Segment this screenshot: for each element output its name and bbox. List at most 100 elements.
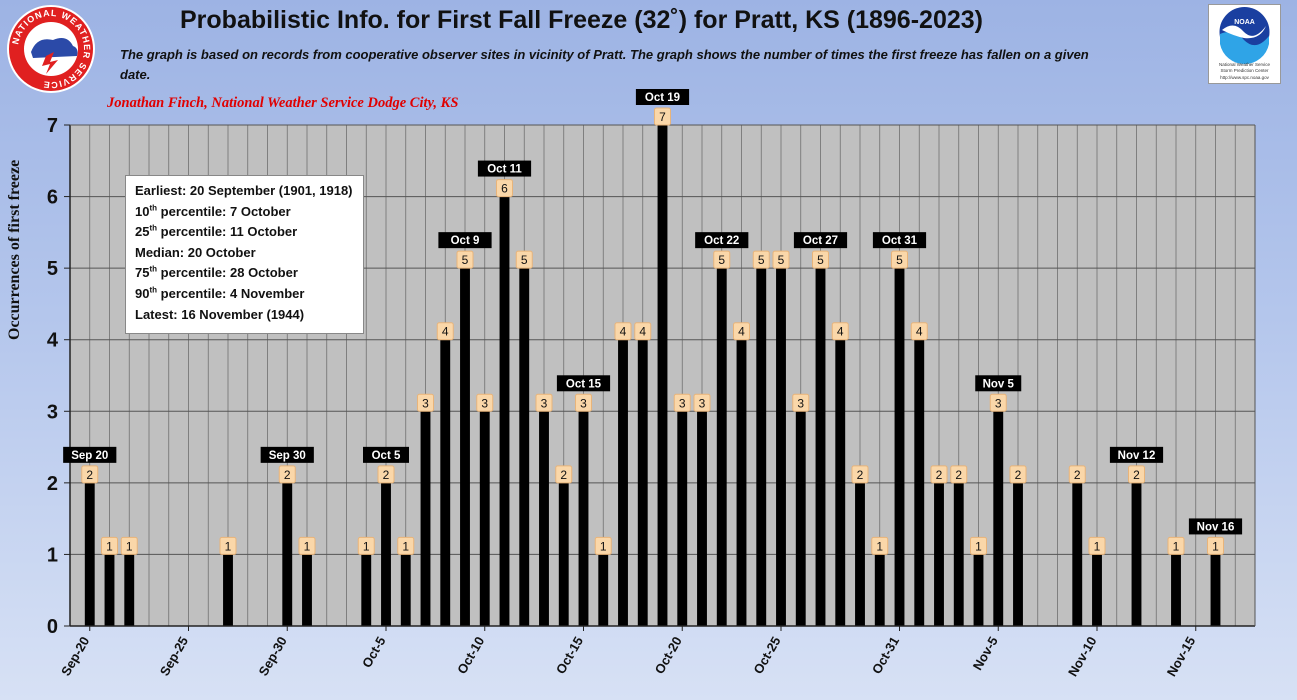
x-tick-label: Oct-31 (869, 634, 902, 677)
value-label: 5 (896, 253, 903, 267)
chart-title: Probabilistic Info. for First Fall Freez… (180, 6, 983, 34)
callout-box (438, 232, 492, 249)
bar (835, 339, 846, 626)
bar (361, 554, 372, 626)
x-tick-label: Nov-10 (1065, 634, 1100, 679)
value-label: 7 (659, 110, 666, 124)
bar (499, 196, 510, 627)
x-tick-label: Oct-25 (750, 634, 783, 677)
value-label-box (970, 536, 987, 555)
bar (1210, 554, 1221, 626)
value-label-box (891, 250, 908, 269)
value-label: 2 (383, 468, 390, 482)
callout-box (1109, 446, 1164, 463)
callout-label: Oct 15 (566, 378, 602, 390)
value-label: 5 (462, 253, 469, 267)
bar (539, 411, 549, 626)
callout-label: Nov 16 (1197, 521, 1235, 533)
bars-group (84, 125, 1221, 627)
noaa-caption-3: http://www.spc.noaa.gov (1220, 75, 1270, 80)
bar (973, 554, 984, 626)
value-label-box (673, 393, 691, 412)
callout-label: Nov 5 (983, 378, 1015, 390)
stats-box: Earliest: 20 September (1901, 1918) 10th… (125, 175, 364, 334)
bar (736, 339, 747, 626)
value-label: 1 (402, 539, 409, 553)
value-label-box (812, 250, 829, 269)
value-label: 5 (718, 253, 725, 267)
value-label: 6 (501, 182, 508, 196)
y-tick-labels: 0 1 2 3 4 5 6 7 (47, 115, 59, 638)
bar (460, 268, 470, 626)
bar (1092, 554, 1102, 626)
callout-label: Oct 27 (803, 235, 838, 247)
value-label-box (278, 465, 296, 484)
value-label-box (377, 465, 395, 484)
value-label-box (851, 465, 869, 484)
bar (697, 411, 707, 626)
value-label-box (634, 322, 652, 341)
bar (953, 482, 964, 626)
bar (519, 268, 530, 626)
bar (795, 411, 806, 626)
value-label: 3 (679, 396, 686, 410)
value-label: 4 (442, 325, 449, 339)
value-label-box (1088, 536, 1106, 555)
value-label: 2 (1074, 468, 1081, 482)
stat-latest: Latest: 16 November (1944) (135, 306, 305, 322)
chart-subtitle: The graph is based on records from coope… (120, 47, 1089, 82)
value-label: 1 (1212, 539, 1219, 553)
y-tick-label: 4 (47, 330, 59, 352)
value-label: 1 (600, 539, 607, 553)
x-tick-labels: Sep-20 Sep-25 Sep-30 Oct-5 Oct-10 Oct-15 Oct-2… (58, 626, 1198, 679)
value-label-box (950, 465, 968, 484)
noaa-caption-2: Storm Prediction Center (1220, 68, 1269, 73)
value-label: 2 (1133, 468, 1140, 482)
value-label: 3 (699, 396, 706, 410)
value-label: 1 (225, 539, 232, 553)
value-label-box (101, 536, 118, 555)
bar (302, 554, 312, 626)
callout-box (260, 446, 314, 463)
value-label: 1 (304, 539, 311, 553)
bar (894, 268, 905, 626)
callout-box (793, 232, 848, 249)
bar (993, 411, 1004, 626)
value-label-box (1009, 465, 1027, 484)
value-label: 1 (876, 539, 883, 553)
stat-p25: 25th percentile: 11 October (135, 223, 298, 240)
y-tick-label: 3 (47, 401, 58, 423)
value-label-box (713, 250, 731, 269)
value-label: 5 (521, 253, 528, 267)
x-tick-label: Oct-15 (553, 634, 586, 677)
value-label-box (120, 536, 138, 555)
bar (716, 268, 727, 626)
stat-median: Median: 20 October (135, 244, 256, 260)
value-label: 5 (778, 253, 785, 267)
bar (855, 482, 865, 626)
value-label-box (515, 250, 533, 269)
value-label-box (772, 250, 790, 269)
y-tick-label: 2 (47, 473, 58, 495)
bar (558, 482, 569, 626)
value-label: 2 (86, 468, 93, 482)
value-label: 1 (126, 539, 133, 553)
value-label: 2 (1015, 468, 1022, 482)
value-label: 4 (837, 325, 844, 339)
value-label-box (535, 393, 553, 412)
value-label: 3 (797, 396, 804, 410)
x-tick-label: Nov-15 (1164, 634, 1199, 679)
callout-box (635, 89, 690, 105)
value-label: 2 (955, 468, 962, 482)
value-label-box (1167, 536, 1185, 555)
value-label-box (575, 393, 592, 412)
value-label-box (831, 322, 849, 341)
value-label-box (1207, 536, 1224, 555)
value-label: 2 (284, 468, 291, 482)
value-label: 3 (481, 396, 488, 410)
callout-box (477, 160, 532, 177)
callout-label: Sep 20 (71, 450, 108, 462)
value-label: 3 (422, 396, 429, 410)
bar (1131, 482, 1142, 626)
